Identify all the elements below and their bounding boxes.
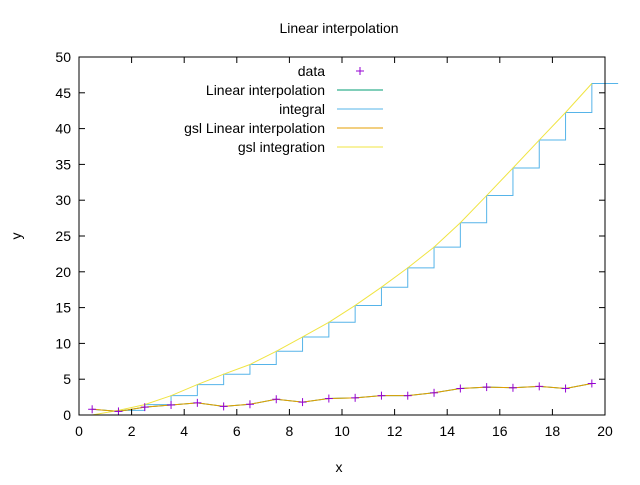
y-tick-label: 50 bbox=[55, 49, 71, 65]
plot-border bbox=[78, 56, 606, 416]
x-tick-label: 16 bbox=[492, 423, 508, 439]
data-point bbox=[114, 407, 123, 416]
x-axis-label: x bbox=[336, 459, 343, 475]
data-point bbox=[377, 391, 386, 400]
series-layer bbox=[88, 82, 619, 416]
integral-series bbox=[92, 82, 619, 416]
data-point bbox=[508, 383, 517, 392]
data-point bbox=[430, 388, 439, 397]
data-point bbox=[403, 391, 412, 400]
axes-layer: 0 2 4 6 8 10 12 14 16 18 20 0 5 10 15 20 25 30 35 40 45 50 bbox=[55, 49, 613, 439]
x-tick-label: 10 bbox=[334, 423, 350, 439]
data-point bbox=[482, 383, 491, 392]
data-point bbox=[561, 384, 570, 393]
y-tick-label: 10 bbox=[55, 335, 71, 351]
x-tick-label: 4 bbox=[180, 423, 188, 439]
x-tick-label: 0 bbox=[75, 423, 83, 439]
legend-label: data bbox=[298, 63, 325, 79]
data-point bbox=[351, 393, 360, 402]
data-point bbox=[193, 398, 202, 407]
gsl-integration-series bbox=[92, 83, 593, 416]
data-point bbox=[324, 394, 333, 403]
x-tick-label: 12 bbox=[387, 423, 403, 439]
y-tick-label: 25 bbox=[55, 228, 71, 244]
data-point bbox=[587, 379, 596, 388]
y-tick-label: 30 bbox=[55, 192, 71, 208]
x-tick-label: 18 bbox=[545, 423, 561, 439]
y-tick-label: 15 bbox=[55, 300, 71, 316]
data-point bbox=[219, 402, 228, 411]
legend-label: integral bbox=[279, 101, 325, 117]
data-point bbox=[140, 403, 149, 412]
x-tick-label: 14 bbox=[439, 423, 455, 439]
data-point bbox=[456, 384, 465, 393]
y-tick-label: 0 bbox=[63, 407, 71, 423]
y-tick-label: 35 bbox=[55, 156, 71, 172]
data-point bbox=[272, 395, 281, 404]
data-point bbox=[535, 382, 544, 391]
y-tick-label: 5 bbox=[63, 371, 71, 387]
y-tick-label: 45 bbox=[55, 85, 71, 101]
data-point bbox=[167, 400, 176, 409]
data-point bbox=[245, 400, 254, 409]
data-point bbox=[298, 398, 307, 407]
gsl-linear-interpolation-series bbox=[92, 383, 592, 412]
legend: data Linear interpolation integral gsl Line… bbox=[184, 63, 383, 155]
chart-title: Linear interpolation bbox=[279, 20, 398, 36]
data-point bbox=[88, 405, 97, 414]
legend-label: gsl Linear interpolation bbox=[184, 120, 325, 136]
x-tick-label: 6 bbox=[233, 423, 241, 439]
legend-marker bbox=[356, 67, 364, 75]
x-tick-label: 20 bbox=[597, 423, 613, 439]
y-tick-label: 40 bbox=[55, 121, 71, 137]
x-tick-label: 8 bbox=[286, 423, 294, 439]
legend-label: gsl integration bbox=[238, 139, 325, 155]
legend-label: Linear interpolation bbox=[206, 82, 325, 98]
x-tick-label: 2 bbox=[128, 423, 136, 439]
y-axis-label: y bbox=[8, 233, 24, 240]
y-tick-label: 20 bbox=[55, 264, 71, 280]
